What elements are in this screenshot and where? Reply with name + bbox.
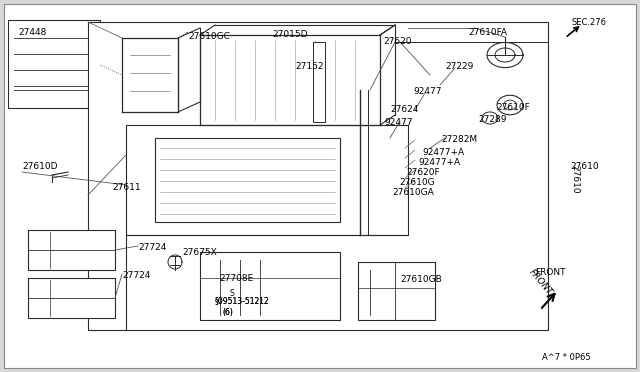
Text: 27624: 27624 (390, 105, 419, 114)
Text: FRONT: FRONT (535, 268, 566, 277)
Text: SEC.276: SEC.276 (572, 18, 607, 27)
Text: (6): (6) (222, 308, 233, 317)
Text: FRONT: FRONT (527, 268, 554, 297)
Text: 27229: 27229 (445, 62, 474, 71)
Bar (28, 230, 115, 270)
Text: 27610: 27610 (570, 162, 598, 171)
Text: 27289: 27289 (478, 115, 506, 124)
Text: 92477+A: 92477+A (422, 148, 464, 157)
Text: 27620: 27620 (383, 37, 412, 46)
Text: A^7 * 0P65: A^7 * 0P65 (542, 353, 591, 362)
Text: 27448: 27448 (18, 28, 46, 37)
Text: (6): (6) (222, 308, 233, 317)
Text: 27152: 27152 (295, 62, 323, 71)
Text: §09513-51212: §09513-51212 (215, 296, 269, 305)
Text: §09513-51212: §09513-51212 (215, 296, 269, 305)
Bar (28, 278, 115, 318)
Bar (155, 138, 340, 222)
Bar (358, 262, 435, 320)
Text: 27015D: 27015D (272, 30, 307, 39)
Text: 27620F: 27620F (406, 168, 440, 177)
Text: 27610GA: 27610GA (392, 188, 434, 197)
Text: S: S (230, 289, 234, 298)
Text: 27675X: 27675X (182, 248, 217, 257)
Text: 27282M: 27282M (441, 135, 477, 144)
Text: 27610FA: 27610FA (468, 28, 507, 37)
Text: 27611: 27611 (112, 183, 141, 192)
Bar (200, 252, 340, 320)
Text: 92477: 92477 (413, 87, 442, 96)
Text: 27724: 27724 (138, 243, 166, 252)
Text: 27610GB: 27610GB (400, 275, 442, 284)
Text: 27610G: 27610G (399, 178, 435, 187)
Bar (8, 20, 100, 108)
Text: 27610D: 27610D (22, 162, 58, 171)
Bar (126, 125, 408, 235)
Bar (88, 22, 548, 330)
Bar (313, 42, 325, 122)
Text: 92477: 92477 (384, 118, 413, 127)
Text: 27610GC: 27610GC (188, 32, 230, 41)
Text: 27724: 27724 (122, 271, 150, 280)
Text: 27610F: 27610F (496, 103, 530, 112)
Text: 27610: 27610 (570, 165, 579, 193)
Text: 27708E: 27708E (219, 274, 253, 283)
Text: 92477+A: 92477+A (418, 158, 460, 167)
